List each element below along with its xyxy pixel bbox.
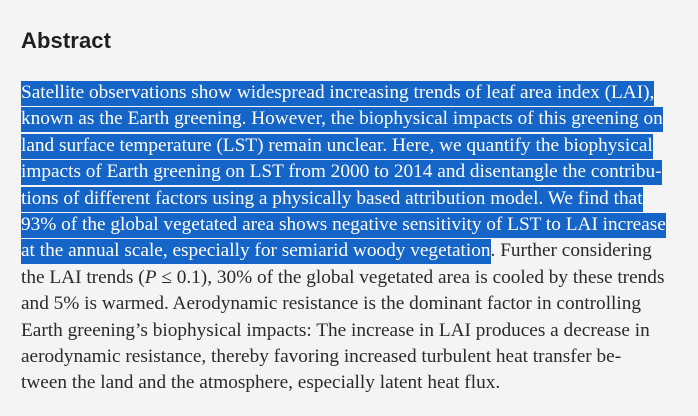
p-value-symbol[interactable]: P — [144, 266, 157, 288]
selected-text[interactable]: tions of different factors using a physi… — [21, 186, 643, 212]
abstract-line[interactable]: known as the Earth greening. However, th… — [21, 106, 698, 133]
selected-text[interactable]: impacts of Earth greening on LST from 20… — [21, 160, 662, 186]
abstract-line[interactable]: and 5% is warmed. Aerodynamic resistance… — [21, 291, 698, 317]
abstract-line[interactable]: aerodynamic resistance, thereby favoring… — [21, 344, 698, 370]
unselected-text[interactable]: the LAI trends ( — [21, 266, 145, 288]
abstract-line[interactable]: impacts of Earth greening on LST from 20… — [21, 159, 698, 186]
selected-text[interactable]: known as the Earth greening. However, th… — [21, 107, 663, 133]
abstract-heading: Abstract — [21, 28, 112, 53]
abstract-line[interactable]: tween the land and the atmosphere, espec… — [21, 370, 698, 396]
unselected-text[interactable]: . Further considering — [490, 240, 652, 262]
abstract-line[interactable]: Satellite observations show widespread i… — [21, 80, 698, 106]
selected-text[interactable]: Satellite observations show widespread i… — [21, 81, 655, 106]
abstract-line[interactable]: land surface temperature (LST) remain un… — [21, 133, 698, 159]
unselected-text[interactable]: tween the land and the atmosphere, espec… — [21, 372, 501, 394]
selected-text[interactable]: land surface temperature (LST) remain un… — [21, 133, 653, 159]
abstract-line[interactable]: 93% of the global vegetated area shows n… — [21, 212, 698, 238]
abstract-line[interactable]: tions of different factors using a physi… — [21, 186, 698, 212]
unselected-text[interactable]: ≤ 0.1), 30% of the global vegetated area… — [156, 266, 665, 288]
abstract-body[interactable]: Satellite observations show widespread i… — [21, 80, 698, 397]
abstract-line[interactable]: the LAI trends (P ≤ 0.1), 30% of the glo… — [21, 265, 698, 291]
abstract-line[interactable]: Earth greening’s biophysical impacts: Th… — [21, 318, 698, 344]
selected-text[interactable]: at the annual scale, especially for semi… — [21, 239, 491, 265]
selected-text[interactable]: 93% of the global vegetated area shows n… — [21, 212, 666, 238]
unselected-text[interactable]: and 5% is warmed. Aerodynamic resistance… — [21, 293, 642, 315]
unselected-text[interactable]: aerodynamic resistance, thereby favoring… — [21, 345, 622, 367]
abstract-line[interactable]: at the annual scale, especially for semi… — [21, 238, 698, 265]
unselected-text[interactable]: Earth greening’s biophysical impacts: Th… — [21, 319, 650, 341]
